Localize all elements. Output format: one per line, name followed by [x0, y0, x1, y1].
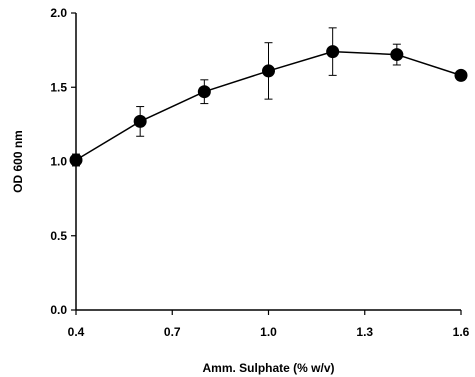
data-point — [69, 153, 83, 167]
y-tick-label: 1.5 — [50, 80, 67, 94]
data-point — [454, 68, 468, 82]
data-point — [197, 85, 211, 99]
x-tick-label: 1.6 — [453, 325, 470, 339]
y-tick-label: 2.0 — [50, 6, 67, 20]
y-tick-label: 0.0 — [50, 303, 67, 317]
axis-labels: 0.0 0.5 1.0 1.5 2.0 0.4 0.7 1.0 1.3 1.6 Amm. Sulph… — [11, 6, 470, 375]
x-tick-label: 0.4 — [68, 325, 85, 339]
series-line-segment — [139, 91, 205, 123]
series-line-segment — [396, 53, 462, 77]
series-line-segment — [268, 50, 333, 72]
series-line-layer — [75, 50, 462, 161]
data-markers — [69, 45, 468, 167]
x-axis-title: Amm. Sulphate (% w/v) — [202, 361, 334, 375]
y-tick-label: 1.0 — [50, 155, 67, 169]
data-point — [262, 64, 275, 78]
y-tick-label: 0.5 — [50, 229, 67, 243]
data-point — [326, 45, 340, 59]
error-bars — [72, 27, 465, 167]
x-tick-label: 1.0 — [260, 325, 277, 339]
y-axis-title: OD 600 nm — [11, 130, 25, 193]
series-line-segment — [204, 70, 269, 93]
data-point — [133, 114, 147, 128]
x-tick-label: 0.7 — [164, 325, 181, 339]
x-tick-label: 1.3 — [356, 325, 373, 339]
data-point — [390, 48, 404, 62]
series-line-segment — [75, 120, 141, 161]
series-line-segment — [332, 50, 397, 56]
axes — [71, 12, 462, 315]
